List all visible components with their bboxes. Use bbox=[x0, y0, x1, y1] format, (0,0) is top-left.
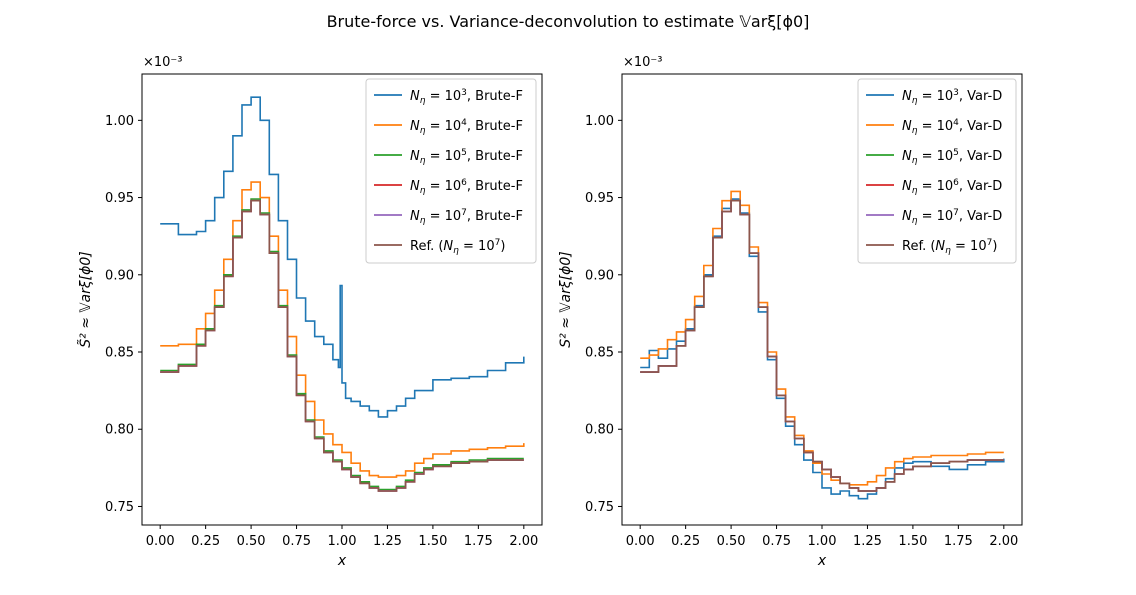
x-tick-label: 1.00 bbox=[808, 534, 837, 549]
x-tick-label: 0.00 bbox=[146, 534, 175, 549]
legend-entry-5: Nη = 107, Var-D bbox=[902, 208, 1002, 226]
x-axis-label: x bbox=[817, 553, 827, 569]
x-tick-label: 0.50 bbox=[237, 534, 266, 549]
series-group bbox=[640, 190, 1005, 500]
y-tick-label: 0.85 bbox=[105, 346, 134, 361]
x-tick-label: 2.00 bbox=[989, 534, 1018, 549]
y-tick-label: 0.85 bbox=[585, 346, 614, 361]
x-tick-label: 1.00 bbox=[328, 534, 357, 549]
x-tick-label: 1.75 bbox=[464, 534, 493, 549]
legend-entry-4: Nη = 106, Brute-F bbox=[410, 178, 523, 196]
x-tick-label: 0.75 bbox=[282, 534, 311, 549]
legend-box bbox=[365, 78, 537, 264]
legend-entry-1: Nη = 103, Var-D bbox=[902, 88, 1002, 106]
legend-entry-2: Nη = 104, Brute-F bbox=[410, 118, 523, 136]
legend-entry-6: Ref. (Nη = 107) bbox=[410, 238, 505, 256]
x-tick-label: 1.25 bbox=[853, 534, 882, 549]
series-line-1 bbox=[160, 96, 525, 418]
x-tick-label: 0.50 bbox=[717, 534, 746, 549]
legend: Nη = 103, Brute-F Nη = 104, Brute-F Nη = 1… bbox=[365, 78, 537, 264]
x-tick-label: 1.75 bbox=[944, 534, 973, 549]
y-tick-label: 0.95 bbox=[105, 191, 134, 206]
x-tick-label: 0.25 bbox=[191, 534, 220, 549]
x-tick-label: 1.25 bbox=[373, 534, 402, 549]
x-tick-label: 0.25 bbox=[671, 534, 700, 549]
y-tick-label: 1.00 bbox=[105, 114, 134, 129]
series-line-6 bbox=[640, 199, 1004, 492]
x-axis-label: x bbox=[337, 553, 347, 569]
y-tick-label: 0.80 bbox=[585, 423, 614, 438]
y-tick-label: 0.90 bbox=[585, 268, 614, 283]
y-tick-label: 0.75 bbox=[585, 500, 614, 515]
y-axis-label: S² ≈ 𝕍arξ[ϕ0] bbox=[558, 251, 574, 347]
y-tick-label: 0.95 bbox=[585, 191, 614, 206]
y-tick-label: 0.80 bbox=[105, 423, 134, 438]
y-axis-label: S̃² ≈ 𝕍arξ[ϕ0] bbox=[77, 251, 94, 347]
legend-box bbox=[857, 78, 1017, 264]
x-tick-label: 0.00 bbox=[626, 534, 655, 549]
legend-entry-6: Ref. (Nη = 107) bbox=[902, 238, 997, 256]
y-tick-label: 0.75 bbox=[105, 500, 134, 515]
left-panel-brute-force: 0.00 0.25 0.50 0.75 1.00 1.25 1.50 1.75 2.00 0.75… bbox=[77, 55, 543, 569]
y-tick-label: 1.00 bbox=[585, 114, 614, 129]
x-tick-label: 1.50 bbox=[418, 534, 447, 549]
x-tick-label: 0.75 bbox=[762, 534, 791, 549]
legend-entry-4: Nη = 106, Var-D bbox=[902, 178, 1002, 196]
figure-title: Brute-force vs. Variance-deconvolution t… bbox=[327, 12, 810, 31]
series-line-6 bbox=[160, 199, 524, 492]
series-line-2 bbox=[160, 181, 525, 478]
x-tick-label: 2.00 bbox=[509, 534, 538, 549]
legend-entry-3: Nη = 105, Brute-F bbox=[410, 148, 523, 166]
y-axis-multiplier: ×10⁻³ bbox=[143, 55, 183, 70]
legend: Nη = 103, Var-D Nη = 104, Var-D Nη = 105, … bbox=[857, 78, 1017, 264]
y-tick-label: 0.90 bbox=[105, 268, 134, 283]
legend-entry-1: Nη = 103, Brute-F bbox=[410, 88, 523, 106]
right-panel-variance-deconvolution: 0.00 0.25 0.50 0.75 1.00 1.25 1.50 1.75 2.00 0.75… bbox=[558, 55, 1023, 569]
series-group bbox=[160, 96, 525, 492]
x-tick-label: 1.50 bbox=[898, 534, 927, 549]
legend-entry-2: Nη = 104, Var-D bbox=[902, 118, 1002, 136]
legend-entry-3: Nη = 105, Var-D bbox=[902, 148, 1002, 166]
y-axis-multiplier: ×10⁻³ bbox=[623, 55, 663, 70]
legend-entry-5: Nη = 107, Brute-F bbox=[410, 208, 523, 226]
